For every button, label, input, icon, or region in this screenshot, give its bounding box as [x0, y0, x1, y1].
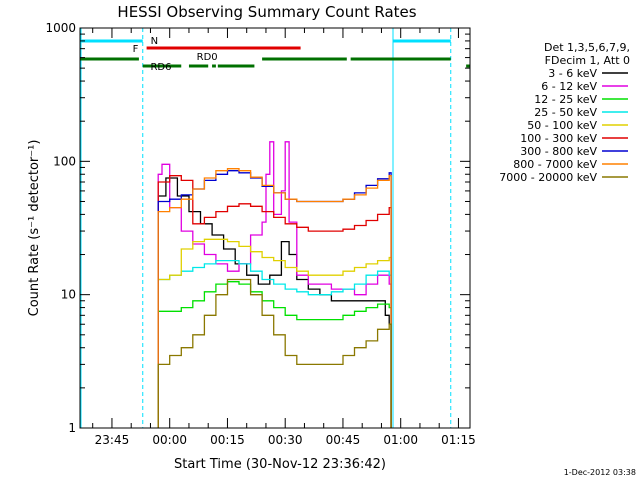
y-axis-label: Count Rate (s⁻¹ detector⁻¹)	[27, 140, 42, 317]
x-tick-label: 00:00	[152, 433, 187, 447]
x-tick-label: 00:15	[210, 433, 245, 447]
x-tick-label: 23:45	[95, 433, 130, 447]
x-tick-label: 00:30	[268, 433, 303, 447]
legend-label: 7000 - 20000 keV	[499, 171, 597, 184]
x-axis-label: Start Time (30-Nov-12 23:36:42)	[174, 457, 386, 472]
x-tick-label: 01:15	[441, 433, 476, 447]
legend: Det 1,3,5,6,7,9,FDecim 1, Att 03 - 6 keV…	[499, 41, 630, 184]
chart-title: HESSI Observing Summary Count Rates	[117, 3, 416, 21]
rd6-flag-label: RD6	[150, 62, 171, 73]
series-line-3-6	[157, 177, 392, 428]
series-line-100-300	[157, 175, 392, 428]
night-flag-label: N	[151, 36, 158, 47]
series-line-6-12	[157, 141, 392, 428]
y-tick-label: 1	[68, 421, 76, 435]
flare-flag-label: F	[133, 44, 139, 55]
legend-label: 25 - 50 keV	[534, 106, 597, 119]
y-tick-label: 10	[61, 288, 76, 302]
x-tick-label: 00:45	[326, 433, 361, 447]
legend-label: 3 - 6 keV	[548, 67, 597, 80]
plot-area: N F RD0 RD6	[80, 28, 470, 428]
y-tick-label: 100	[53, 154, 76, 168]
rd0-flag-label: RD0	[197, 52, 218, 63]
legend-label: 300 - 800 keV	[520, 145, 597, 158]
legend-label: 100 - 300 keV	[520, 132, 597, 145]
plot-frame	[79, 27, 471, 429]
y-tick-label: 1000	[45, 21, 76, 35]
axes	[79, 27, 471, 429]
series-line-12-25	[157, 281, 392, 428]
legend-header: Det 1,3,5,6,7,9,	[544, 41, 630, 54]
x-axis: 23:45 00:00 00:15 00:30 00:45 01:00 01:15	[92, 28, 476, 447]
legend-header: FDecim 1, Att 0	[545, 54, 630, 67]
series-line-800-7000	[157, 168, 392, 428]
legend-label: 12 - 25 keV	[534, 93, 597, 106]
date-stamp: 1-Dec-2012 03:38	[564, 468, 636, 477]
legend-label: 6 - 12 keV	[541, 80, 597, 93]
series-line-50-100	[157, 238, 392, 428]
y-axis: 1 10 100 1000	[45, 21, 470, 435]
legend-label: 50 - 100 keV	[527, 119, 597, 132]
series-line-7000-20000	[157, 278, 392, 428]
x-tick-label: 01:00	[383, 433, 418, 447]
series-line-25-50	[157, 259, 392, 428]
legend-label: 800 - 7000 keV	[513, 158, 597, 171]
